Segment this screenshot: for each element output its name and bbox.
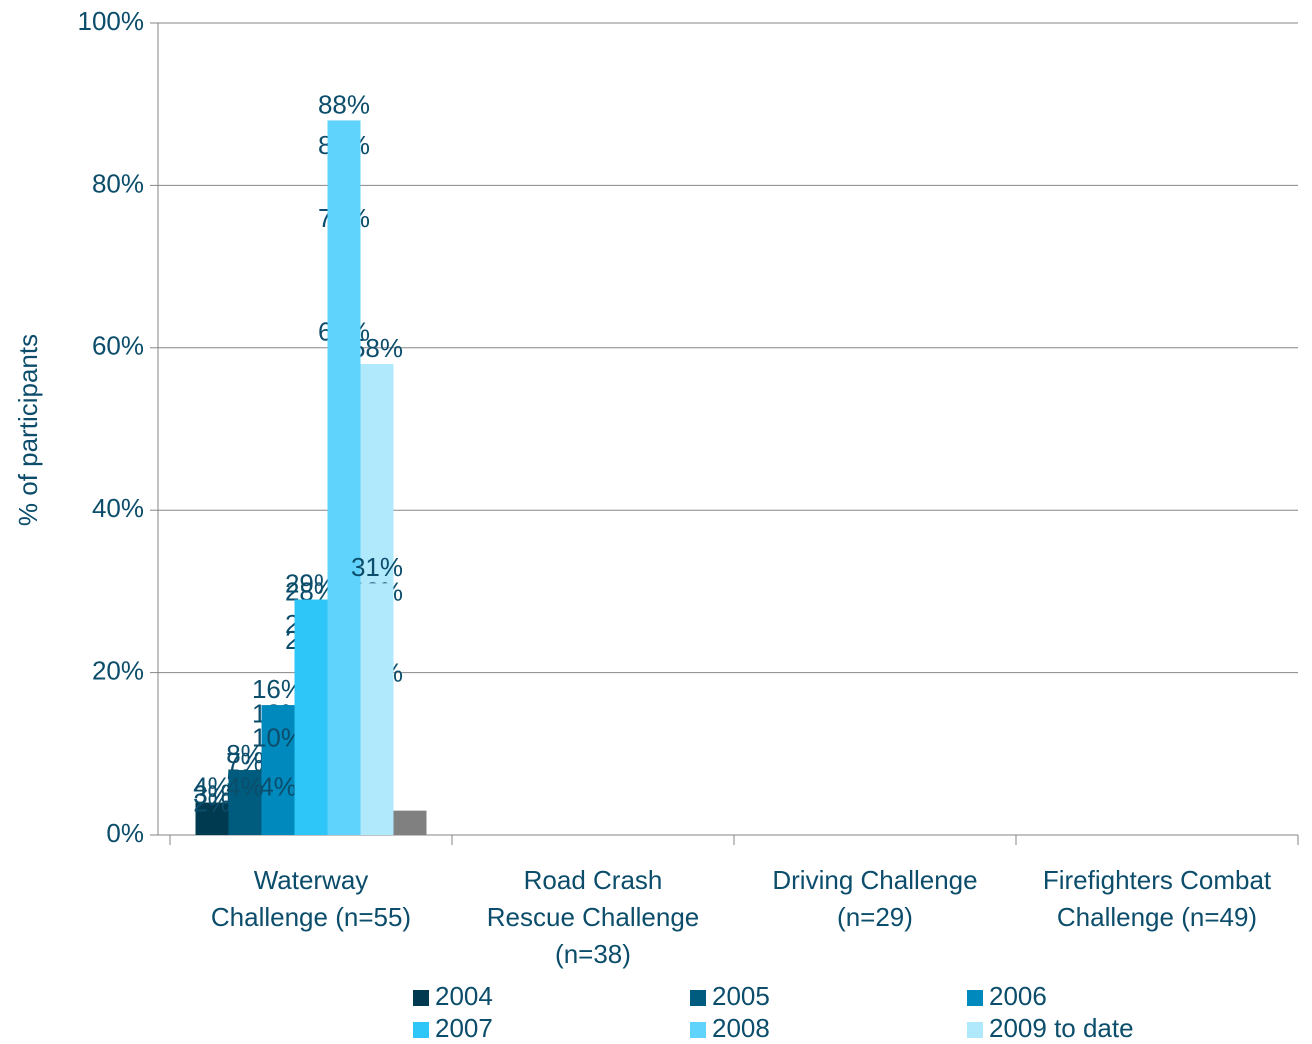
legend-swatch: [690, 990, 706, 1006]
legend-swatch: [967, 990, 983, 1006]
x-tick-label: Waterway: [254, 865, 369, 895]
x-tick-label: Driving Challenge: [772, 865, 977, 895]
legend-label: 2009 to date: [989, 1013, 1134, 1043]
bar: [261, 802, 295, 835]
legend-label: 2004: [435, 981, 493, 1011]
y-tick-label: 100%: [78, 6, 145, 36]
x-tick-label: Challenge (n=49): [1057, 902, 1257, 932]
data-label: 31%: [351, 552, 403, 582]
y-tick-label: 20%: [92, 655, 144, 685]
legend-label: 2007: [435, 1013, 493, 1043]
data-label: 4%: [259, 771, 297, 801]
bar: [360, 583, 394, 835]
bar: [294, 599, 328, 835]
legend-label: 2005: [712, 981, 770, 1011]
x-tick-label: Road Crash: [524, 865, 663, 895]
legend-swatch: [967, 1022, 983, 1038]
x-tick-label: Firefighters Combat: [1043, 865, 1272, 895]
data-label: 8%: [226, 739, 264, 769]
data-label: 7%: [226, 747, 264, 777]
x-tick-label: (n=29): [837, 902, 913, 932]
legend-label: 2008: [712, 1013, 770, 1043]
bar: [327, 120, 361, 835]
data-label: 3%: [193, 780, 231, 810]
legend-swatch: [413, 1022, 429, 1038]
data-label: 2%: [193, 788, 231, 818]
data-label: 4%: [193, 771, 231, 801]
legend-swatch: [690, 1022, 706, 1038]
y-tick-label: 60%: [92, 331, 144, 361]
x-tick-label: Challenge (n=55): [211, 902, 411, 932]
x-tick-label: Rescue Challenge: [487, 902, 699, 932]
legend-swatch: [413, 990, 429, 1006]
y-tick-label: 80%: [92, 168, 144, 198]
bar: [393, 810, 427, 835]
data-label: 3%: [193, 780, 231, 810]
y-tick-label: 40%: [92, 493, 144, 523]
bar: [228, 802, 262, 835]
y-axis-label: % of participants: [13, 334, 43, 526]
data-label: 4%: [226, 771, 264, 801]
y-tick-label: 0%: [106, 818, 144, 848]
legend-label: 2006: [989, 981, 1047, 1011]
data-label: 88%: [318, 89, 370, 119]
x-tick-label: (n=38): [555, 939, 631, 969]
bar: [195, 818, 229, 835]
